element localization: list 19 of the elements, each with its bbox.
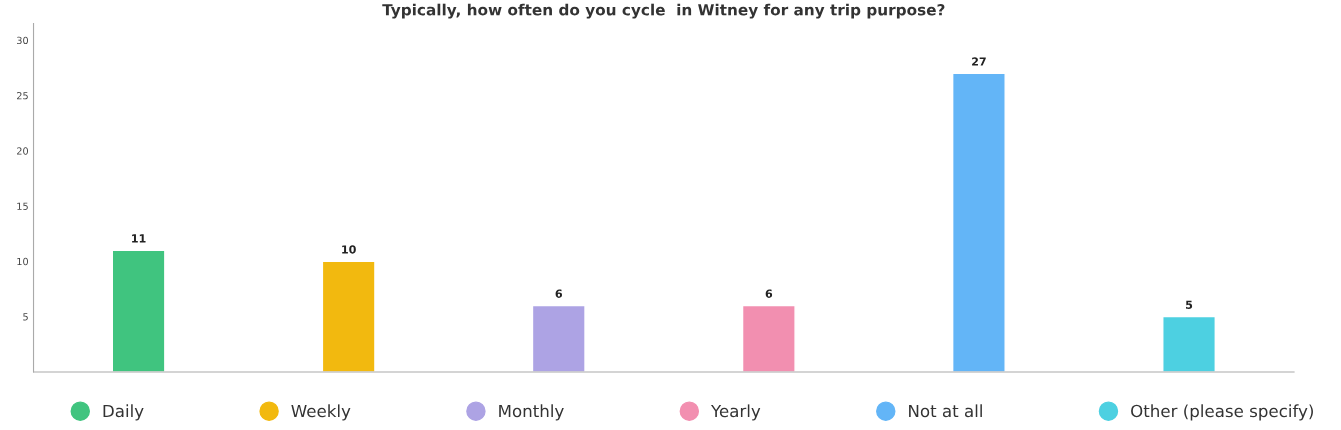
y-tick-label: 20 [17, 147, 29, 155]
y-tick-label: 30 [17, 36, 29, 45]
legend-label: Yearly [710, 404, 761, 421]
data-label: 10 [342, 245, 356, 254]
legend-label: Daily [103, 404, 144, 421]
data-label: 27 [972, 57, 986, 66]
legend-label: Weekly [291, 404, 351, 421]
y-tick-label: 25 [17, 92, 28, 100]
data-label: 6 [765, 289, 773, 298]
chart-title: Typically, how often do you cycle in Witney for any trip purpose? [382, 3, 945, 19]
legend-label: Not at all [909, 404, 982, 418]
legend-label: Monthly [499, 404, 564, 421]
data-label: 5 [1186, 300, 1193, 309]
y-tick-label: 5 [23, 313, 28, 321]
y-tick-label: 10 [17, 257, 29, 266]
data-label: 6 [555, 289, 563, 298]
legend-label: Other (please specify) [1131, 404, 1313, 421]
y-tick-label: 15 [17, 202, 28, 210]
data-label: 11 [132, 234, 146, 243]
